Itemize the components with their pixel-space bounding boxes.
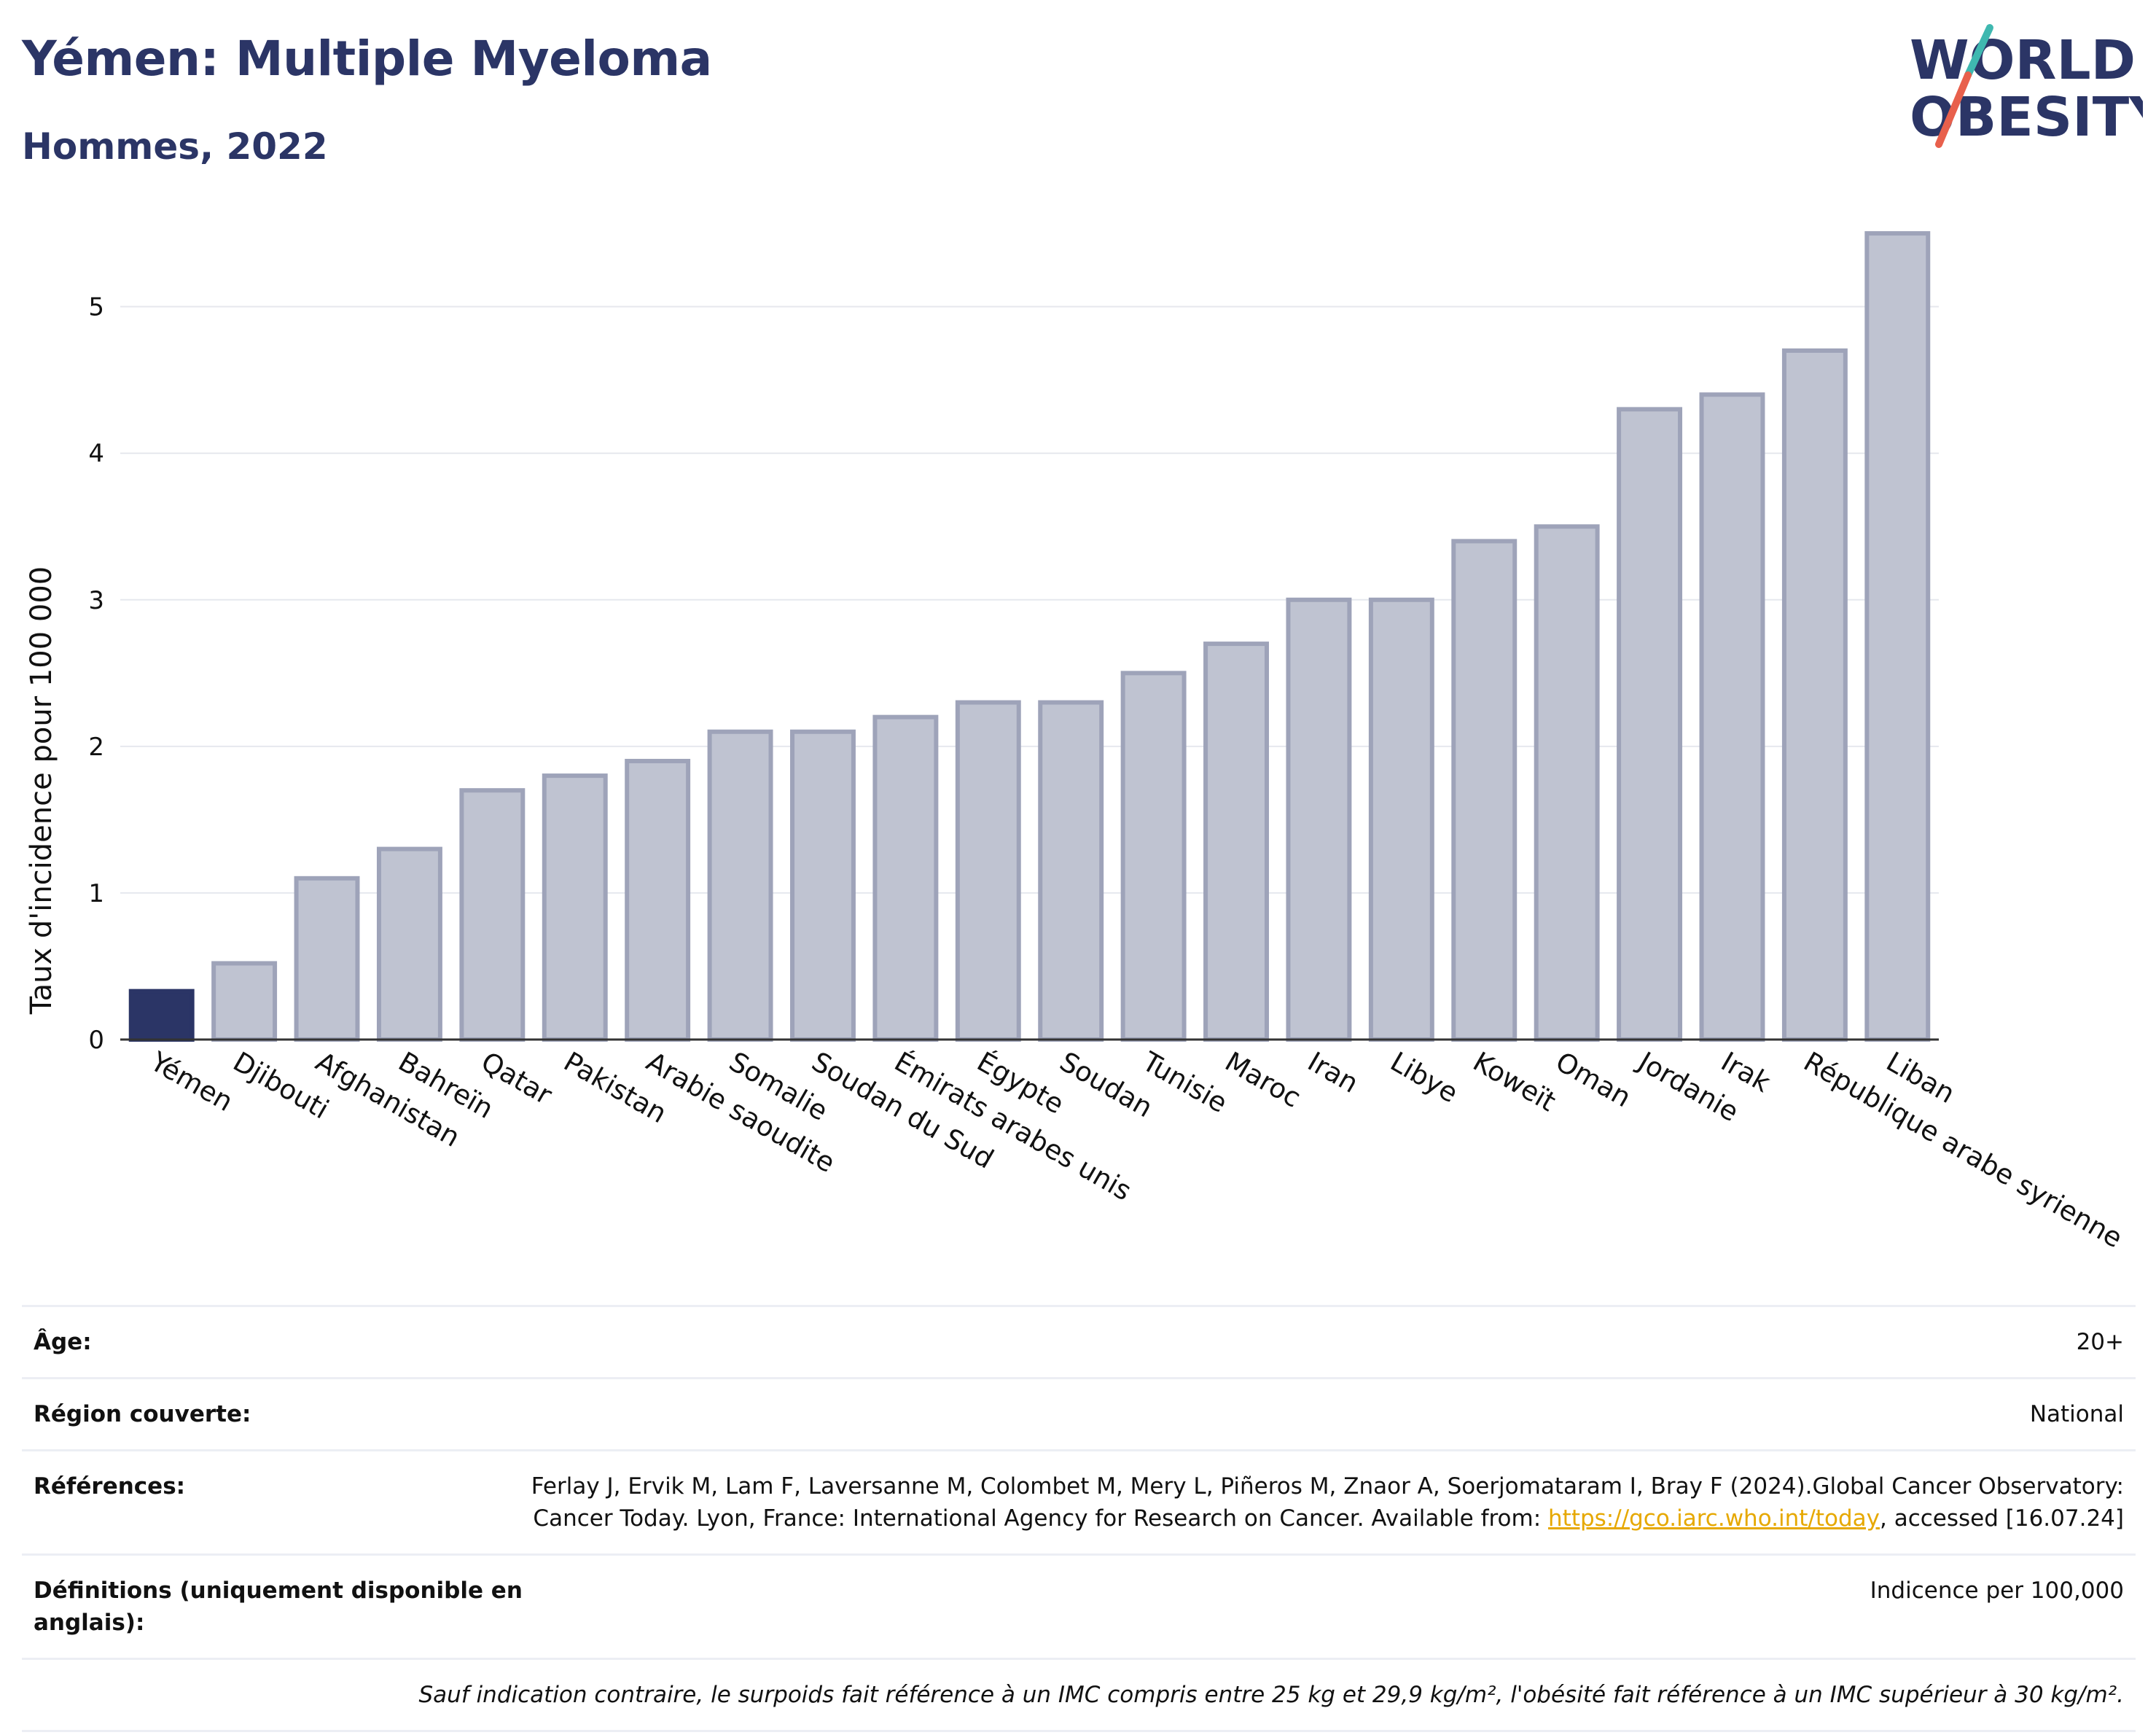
logo-line1: WORLD bbox=[1910, 29, 2136, 92]
x-tick-label: Iran bbox=[1302, 1046, 1364, 1099]
bars bbox=[128, 231, 1931, 1042]
bar-3 bbox=[376, 846, 442, 1042]
region-value: National bbox=[2029, 1401, 2124, 1427]
info-row-region: Région couverte: National bbox=[22, 1377, 2136, 1449]
y-tick-label: 4 bbox=[88, 440, 104, 469]
region-label: Région couverte: bbox=[34, 1401, 251, 1427]
bar-20 bbox=[1781, 348, 1848, 1042]
x-tick-label: Soudan bbox=[1055, 1046, 1158, 1124]
x-tick-label: Djibouti bbox=[228, 1046, 335, 1126]
references-text-1: Ferlay J, Ervik M, Lam F, Laversanne M, … bbox=[531, 1473, 2124, 1532]
references-value: Ferlay J, Ervik M, Lam F, Laversanne M, … bbox=[529, 1470, 2124, 1535]
info-row-note: Sauf indication contraire, le surpoids f… bbox=[22, 1658, 2136, 1732]
references-link[interactable]: https://gco.iarc.who.int/today bbox=[1548, 1505, 1880, 1532]
bar-1 bbox=[211, 961, 278, 1042]
logo-red-slash bbox=[1935, 71, 1972, 148]
x-tick-label: République arabe syrienne bbox=[1798, 1046, 2128, 1255]
bar-16 bbox=[1451, 539, 1518, 1042]
y-tick-label: 0 bbox=[88, 1026, 104, 1055]
x-tick-label: Koweït bbox=[1468, 1046, 1561, 1118]
y-tick-label: 2 bbox=[88, 733, 104, 762]
bar-5 bbox=[542, 773, 608, 1042]
bar-chart: 012345YémenDjiboutiAfghanistanBahreïnQat… bbox=[25, 231, 2128, 1255]
logo-teal-slash bbox=[1964, 24, 1993, 79]
bar-17 bbox=[1534, 524, 1600, 1042]
bar-13 bbox=[1203, 642, 1269, 1042]
y-axis-label: Taux d'incidence pour 100 000 bbox=[25, 566, 58, 1015]
definitions-value: Indicence per 100,000 bbox=[1870, 1578, 2124, 1604]
page-subtitle: Hommes, 2022 bbox=[22, 125, 328, 168]
bar-12 bbox=[1120, 671, 1187, 1042]
page-title: Yémen: Multiple Myeloma bbox=[22, 31, 712, 87]
bar-14 bbox=[1286, 597, 1352, 1042]
world-obesity-logo: WORLD OBESITY bbox=[1910, 24, 2143, 149]
bar-7 bbox=[707, 729, 773, 1042]
bar-6 bbox=[625, 758, 691, 1042]
bar-9 bbox=[872, 714, 939, 1042]
info-row-references: Références: Ferlay J, Ervik M, Lam F, La… bbox=[22, 1449, 2136, 1553]
definitions-label: Définitions (uniquement disponible en an… bbox=[34, 1578, 523, 1636]
info-row-age: Âge: 20+ bbox=[22, 1305, 2136, 1377]
bar-15 bbox=[1368, 597, 1434, 1042]
bar-0 bbox=[128, 989, 195, 1042]
bar-2 bbox=[294, 876, 360, 1042]
bar-21 bbox=[1864, 231, 1931, 1042]
references-text-2: , accessed [16.07.24] bbox=[1879, 1505, 2124, 1532]
obesity-note: Sauf indication contraire, le surpoids f… bbox=[418, 1682, 2124, 1708]
info-row-definitions: Définitions (uniquement disponible en an… bbox=[22, 1553, 2136, 1658]
bar-10 bbox=[955, 700, 1021, 1042]
bar-8 bbox=[790, 729, 856, 1042]
age-value: 20+ bbox=[2076, 1329, 2124, 1355]
x-tick-label: Libye bbox=[1385, 1046, 1463, 1110]
age-label: Âge: bbox=[34, 1329, 92, 1355]
references-label: Références: bbox=[34, 1473, 186, 1500]
bar-19 bbox=[1699, 392, 1765, 1042]
y-tick-label: 3 bbox=[88, 586, 104, 615]
y-tick-label: 5 bbox=[88, 293, 104, 322]
x-tick-label: Yémen bbox=[144, 1045, 238, 1118]
bar-11 bbox=[1038, 700, 1104, 1042]
bar-18 bbox=[1617, 407, 1683, 1042]
y-tick-label: 1 bbox=[88, 879, 104, 908]
x-tick-label: Maroc bbox=[1220, 1046, 1306, 1114]
x-tick-label: Oman bbox=[1550, 1046, 1636, 1114]
bar-4 bbox=[459, 788, 526, 1042]
info-table: Âge: 20+ Région couverte: National Référ… bbox=[22, 1305, 2136, 1732]
